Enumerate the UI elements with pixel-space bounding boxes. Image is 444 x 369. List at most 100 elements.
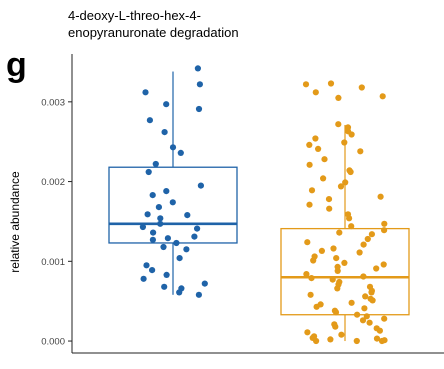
data-point <box>313 337 320 345</box>
data-point <box>366 319 373 326</box>
data-point <box>164 235 171 242</box>
data-point <box>313 303 320 310</box>
data-point <box>373 335 381 342</box>
data-point <box>318 247 325 254</box>
data-point <box>376 327 383 334</box>
data-point <box>163 188 170 195</box>
data-point <box>360 241 367 248</box>
data-point <box>161 129 168 136</box>
data-point <box>163 101 170 108</box>
data-point <box>377 193 384 200</box>
chart-title-line-2: enopyranuronate degradation <box>68 25 239 40</box>
y-tick-label: 0.000 <box>41 337 65 348</box>
data-point <box>196 81 203 88</box>
data-point <box>381 227 388 234</box>
y-tick-label: 0.001 <box>41 257 65 268</box>
data-point <box>304 239 311 246</box>
data-point <box>195 105 203 113</box>
data-point <box>358 84 365 91</box>
data-point <box>139 223 146 231</box>
data-point <box>330 245 337 252</box>
data-point <box>321 156 328 163</box>
data-point <box>169 199 176 206</box>
y-ticks: 0.000 0.001 0.002 0.003 <box>41 97 72 348</box>
data-point <box>380 261 387 268</box>
data-point <box>360 273 367 280</box>
data-point <box>369 297 376 304</box>
data-point <box>332 309 340 316</box>
data-point <box>337 183 345 190</box>
data-point <box>320 175 327 182</box>
data-point <box>379 93 386 100</box>
axes <box>71 54 444 354</box>
data-point <box>354 311 361 318</box>
data-point <box>176 289 183 296</box>
data-point <box>381 315 388 322</box>
data-point <box>341 259 348 266</box>
data-point <box>327 80 335 87</box>
group-1 <box>108 65 238 298</box>
data-point <box>325 196 333 203</box>
panel-letter: g <box>6 46 27 84</box>
data-point <box>353 337 360 345</box>
data-point <box>326 205 333 212</box>
data-point <box>149 267 156 274</box>
y-axis-label: relative abundance <box>8 171 22 273</box>
data-point <box>307 291 314 298</box>
data-point <box>152 160 159 168</box>
box-groups <box>108 65 410 345</box>
group-2 <box>280 80 410 345</box>
data-point <box>197 182 204 189</box>
data-point <box>146 117 153 124</box>
data-point <box>163 271 170 278</box>
data-point <box>302 81 310 88</box>
data-point <box>348 299 355 306</box>
data-point <box>342 179 349 186</box>
data-point <box>306 161 313 168</box>
data-point <box>145 168 152 176</box>
data-point <box>361 305 368 312</box>
data-point <box>306 141 313 148</box>
data-point <box>149 192 156 199</box>
data-point <box>357 148 364 155</box>
data-point <box>160 243 167 251</box>
data-point <box>336 229 343 236</box>
iqr-box <box>280 227 410 316</box>
data-point <box>334 267 341 274</box>
data-point <box>381 220 388 227</box>
iqr-box <box>108 166 238 244</box>
data-point <box>194 225 201 232</box>
y-tick-label: 0.003 <box>41 97 65 108</box>
data-point <box>338 331 345 338</box>
data-point <box>312 135 319 142</box>
data-point <box>157 215 164 222</box>
data-point <box>142 89 149 96</box>
data-point <box>335 121 342 128</box>
data-point <box>363 313 370 320</box>
data-point <box>304 329 311 336</box>
data-point <box>195 291 202 298</box>
data-point <box>150 229 157 236</box>
data-point <box>356 249 363 256</box>
data-point <box>161 283 168 290</box>
data-point <box>303 271 310 278</box>
data-point <box>140 275 147 282</box>
data-point <box>312 89 319 96</box>
data-point <box>184 212 191 219</box>
data-point <box>341 139 348 146</box>
data-point <box>173 239 180 247</box>
data-point <box>177 149 184 156</box>
data-point <box>362 293 369 300</box>
data-point <box>348 223 355 230</box>
data-point <box>335 94 342 101</box>
data-point <box>143 262 150 269</box>
y-tick-label: 0.002 <box>41 177 65 188</box>
data-point <box>194 65 201 72</box>
chart-title-line-1: 4-deoxy-L-threo-hex-4- <box>68 8 201 23</box>
data-point <box>144 211 151 218</box>
data-point <box>327 336 334 343</box>
data-point <box>310 257 317 264</box>
data-point <box>315 145 322 152</box>
data-point <box>306 201 313 208</box>
